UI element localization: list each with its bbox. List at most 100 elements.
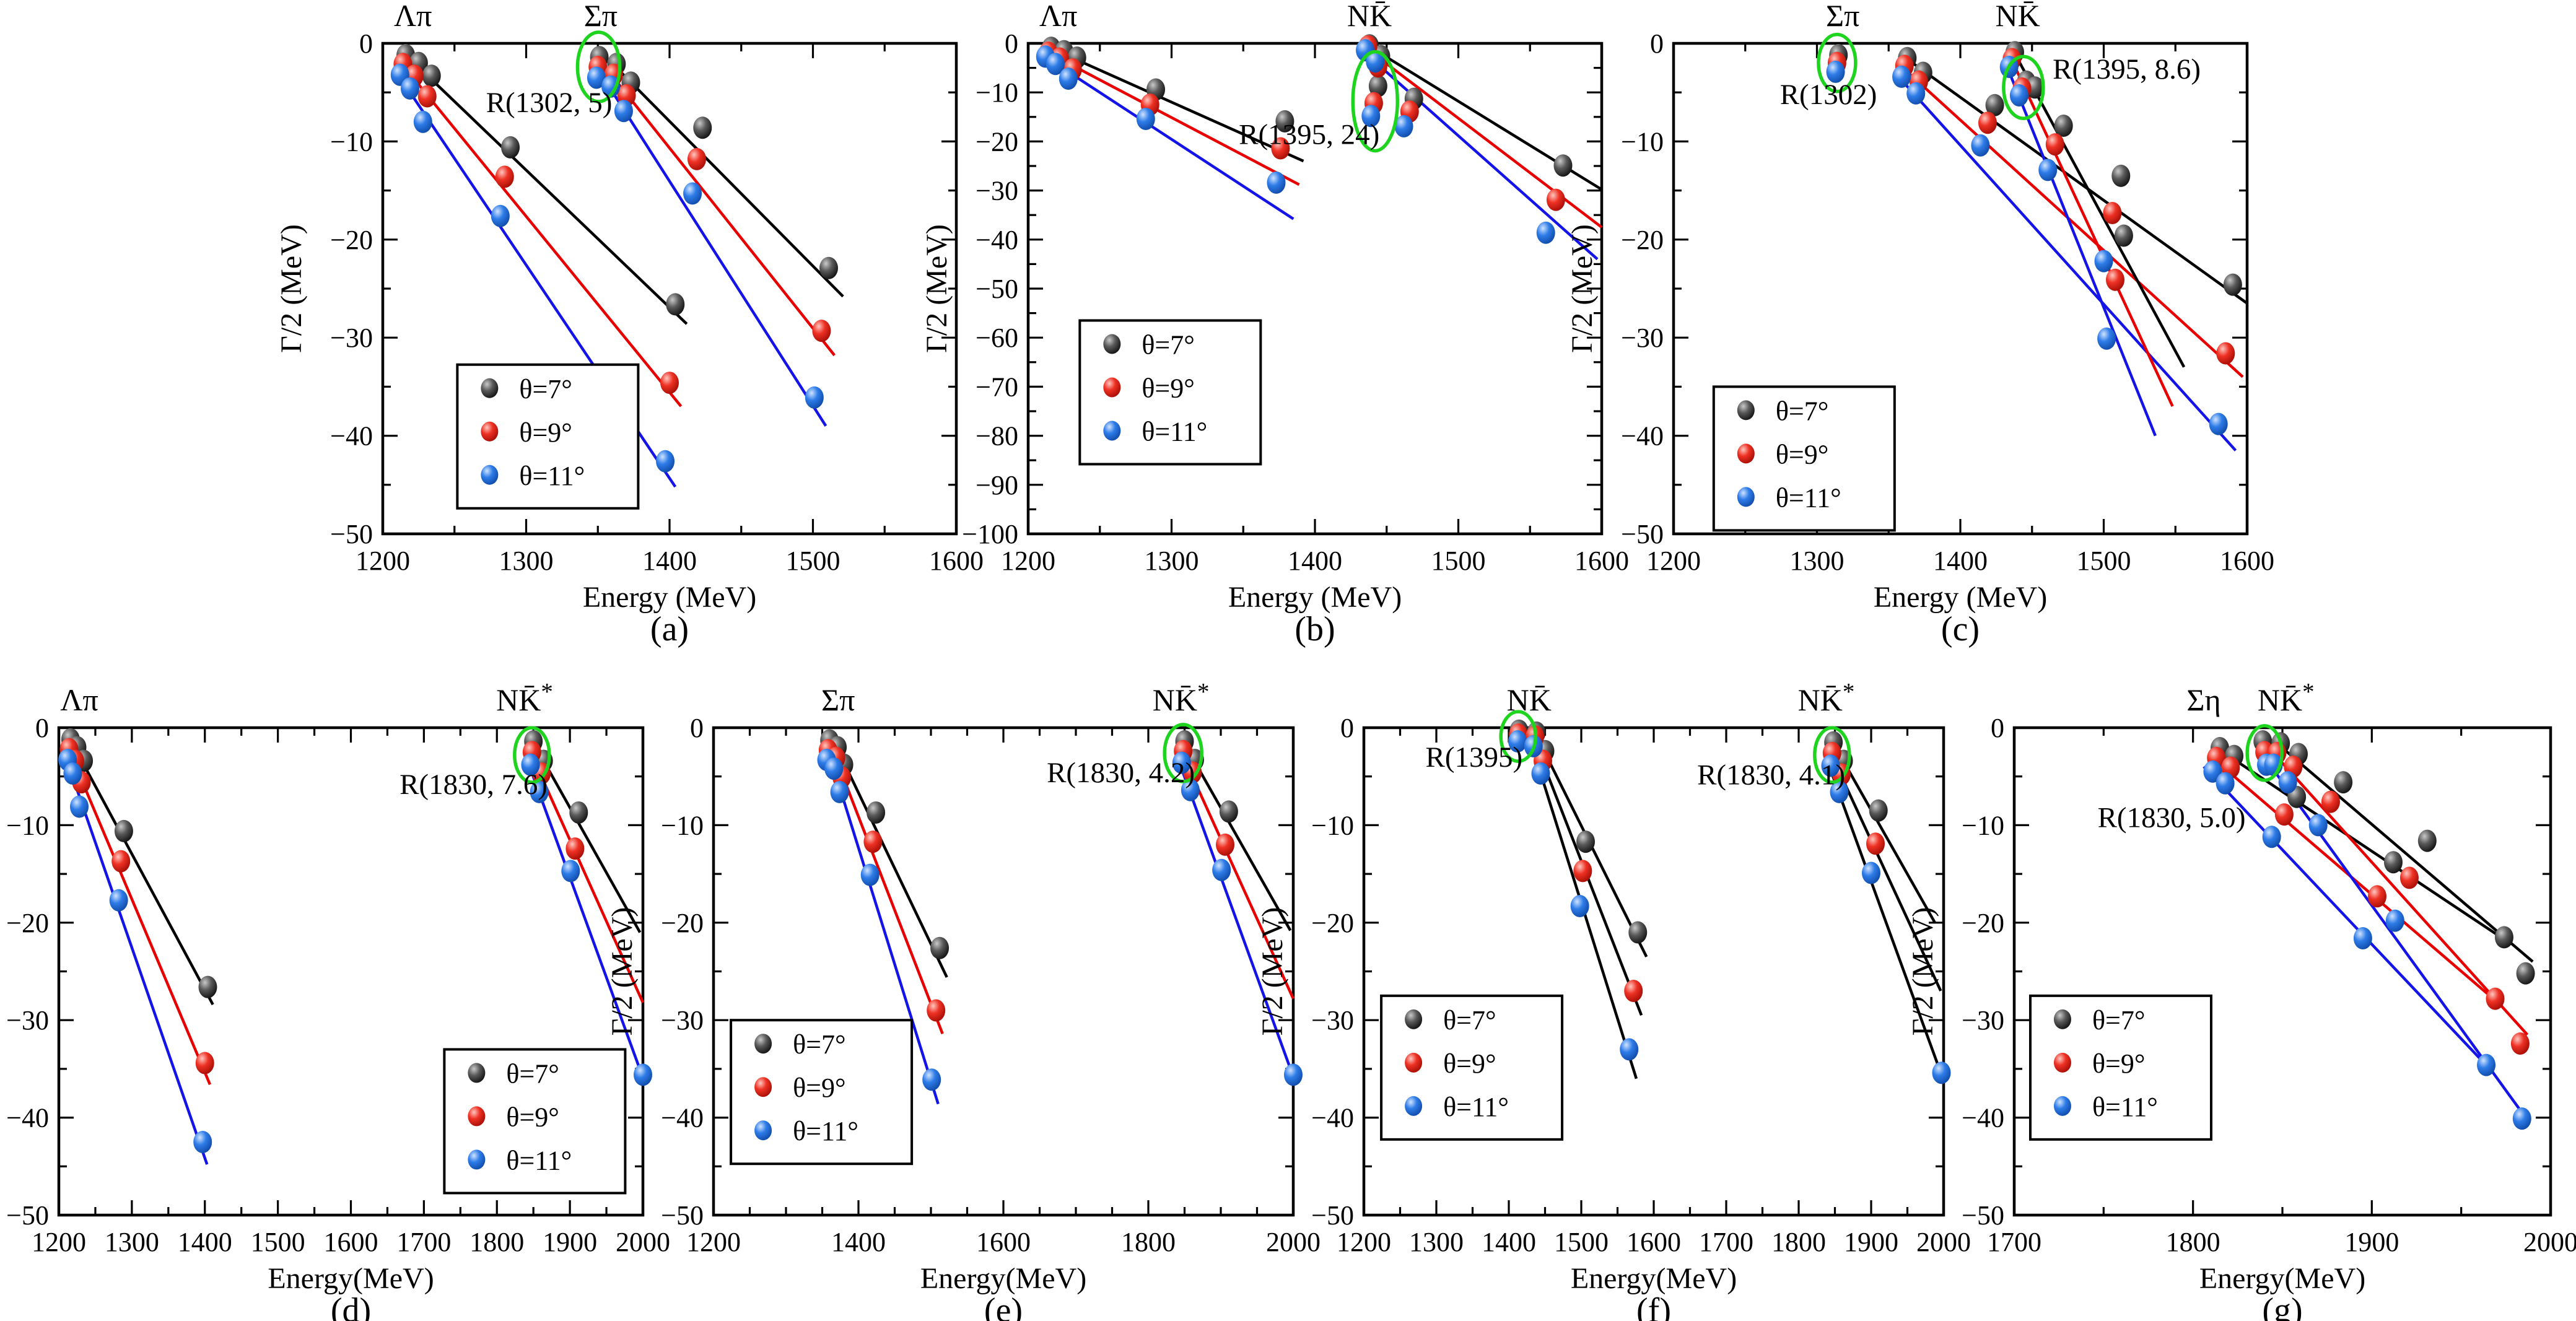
- fit-line-theta-9: [1042, 48, 1300, 186]
- data-point-theta-11: [1862, 861, 1880, 884]
- channel-label: NK̄*: [1798, 679, 1855, 718]
- legend-marker-theta-11: [468, 1149, 486, 1170]
- legend-label: θ=7°: [1142, 329, 1195, 360]
- data-point-theta-9: [2321, 790, 2340, 813]
- y-tick-label: 0: [1650, 28, 1664, 59]
- data-point-theta-7: [2111, 164, 2131, 187]
- legend-marker-theta-11: [1103, 421, 1121, 441]
- x-tick-label: 1400: [642, 546, 697, 576]
- legend-label: θ=11°: [506, 1145, 572, 1175]
- data-point-theta-11: [824, 757, 844, 780]
- x-tick-label: 1700: [1699, 1227, 1753, 1257]
- legend-marker-theta-9: [1103, 377, 1121, 398]
- data-point-theta-9: [1978, 111, 1997, 134]
- subplot-letter: (a): [650, 610, 689, 648]
- y-tick-label: −10: [976, 77, 1018, 108]
- y-tick-label: 0: [1340, 713, 1354, 743]
- x-tick-label: 1900: [1844, 1227, 1898, 1257]
- x-tick-label: 1200: [1001, 546, 1055, 576]
- data-point-theta-9: [1546, 188, 1565, 211]
- data-point-theta-11: [1212, 858, 1231, 881]
- data-point-theta-9: [565, 837, 585, 860]
- data-point-theta-11: [1284, 1063, 1303, 1086]
- data-point-theta-11: [2038, 159, 2058, 181]
- data-point-theta-7: [1219, 800, 1238, 823]
- legend-label: θ=9°: [1776, 439, 1829, 469]
- data-point-theta-9: [2103, 202, 2122, 225]
- data-point-theta-7: [930, 936, 950, 959]
- x-tick-label: 1700: [1987, 1227, 2041, 1257]
- fit-line-theta-11: [1360, 48, 1599, 261]
- data-point-theta-7: [1576, 831, 1596, 853]
- x-tick-label: 2000: [1266, 1227, 1321, 1257]
- data-point-theta-11: [1536, 221, 1555, 244]
- legend-marker-theta-9: [1737, 443, 1755, 464]
- data-point-theta-11: [2009, 84, 2028, 107]
- legend-label: θ=9°: [1142, 373, 1195, 403]
- x-tick-label: 2000: [1916, 1227, 1971, 1257]
- data-point-theta-9: [2274, 803, 2294, 826]
- data-point-theta-11: [683, 182, 702, 205]
- y-tick-label: −20: [1311, 908, 1354, 938]
- data-point-theta-7: [198, 975, 217, 998]
- data-point-theta-11: [860, 863, 880, 886]
- y-axis-label: Γ/2 (MeV): [920, 224, 953, 353]
- legend-marker-theta-7: [1737, 400, 1755, 421]
- data-point-theta-9: [111, 850, 131, 873]
- fit-line-theta-11: [525, 758, 645, 1078]
- pole-circle: [1499, 710, 1537, 763]
- y-tick-label: 0: [690, 713, 704, 743]
- data-point-theta-11: [1508, 730, 1527, 753]
- y-tick-label: −10: [1621, 126, 1664, 157]
- data-point-theta-9: [812, 320, 831, 342]
- data-point-theta-7: [1628, 921, 1648, 944]
- x-axis-label: Energy (MeV): [1228, 581, 1402, 614]
- fit-line-theta-7: [1902, 54, 2248, 305]
- y-tick-label: −50: [661, 1200, 704, 1231]
- fit-line-theta-11: [1825, 759, 1944, 1079]
- x-tick-label: 1900: [543, 1227, 597, 1257]
- data-point-theta-9: [1216, 833, 1235, 856]
- data-point-theta-9: [927, 999, 946, 1022]
- data-point-theta-9: [1573, 860, 1592, 883]
- legend-label: θ=7°: [793, 1029, 846, 1060]
- x-axis-label: Energy(MeV): [920, 1262, 1086, 1295]
- x-tick-label: 1700: [396, 1227, 451, 1257]
- data-point-theta-9: [2367, 885, 2386, 908]
- y-tick-label: −20: [976, 126, 1018, 157]
- legend-marker-theta-11: [754, 1120, 772, 1141]
- x-tick-label: 1400: [831, 1227, 886, 1257]
- data-point-theta-11: [601, 75, 621, 98]
- legend-label: θ=7°: [506, 1058, 559, 1089]
- fit-line-theta-7: [832, 741, 948, 978]
- data-point-theta-7: [2054, 115, 2073, 137]
- plot-f-frame: [1362, 726, 1945, 1217]
- legend-marker-theta-9: [1405, 1052, 1423, 1073]
- data-point-theta-11: [2308, 814, 2328, 837]
- legend-label: θ=7°: [1443, 1005, 1496, 1035]
- y-tick-label: −30: [661, 1005, 704, 1035]
- channel-label: Λπ: [1039, 0, 1078, 33]
- fit-line-theta-9: [604, 66, 836, 357]
- legend-label: θ=7°: [1776, 396, 1829, 426]
- fit-line-theta-11: [63, 753, 209, 1165]
- y-tick-label: −30: [1962, 1005, 2004, 1035]
- legend-marker-theta-9: [468, 1106, 486, 1127]
- y-tick-label: −20: [1621, 225, 1664, 255]
- channel-label: NK̄*: [496, 679, 553, 718]
- pole-annotation: R(1395, 24): [1239, 118, 1379, 150]
- y-tick-label: −50: [1962, 1200, 2004, 1231]
- y-tick-label: 0: [35, 713, 49, 743]
- y-tick-label: 0: [359, 28, 373, 59]
- legend-label: θ=7°: [2092, 1005, 2146, 1035]
- fit-line-theta-7: [2273, 739, 2534, 963]
- data-point-theta-11: [70, 795, 89, 818]
- pole-circle: [2002, 54, 2045, 121]
- pole-circle: [1163, 723, 1203, 783]
- data-point-theta-11: [1136, 107, 1155, 130]
- data-point-theta-11: [2477, 1053, 2496, 1076]
- subplot-letter: (d): [331, 1291, 371, 1321]
- x-tick-label: 2000: [2523, 1227, 2576, 1257]
- y-tick-label: −80: [976, 421, 1018, 451]
